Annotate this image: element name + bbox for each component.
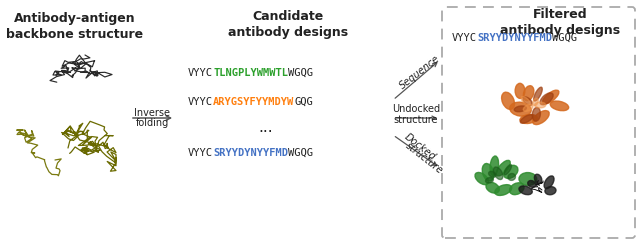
Text: WGQG: WGQG (552, 33, 577, 43)
Text: VYYC: VYYC (188, 97, 213, 107)
Ellipse shape (520, 114, 538, 123)
Text: WGQG: WGQG (288, 148, 313, 158)
Ellipse shape (508, 174, 515, 180)
Ellipse shape (534, 87, 542, 101)
Text: Sequence: Sequence (398, 53, 442, 91)
Ellipse shape (486, 182, 499, 193)
Ellipse shape (545, 187, 556, 195)
Text: Docked: Docked (403, 132, 438, 162)
Ellipse shape (482, 164, 494, 181)
Ellipse shape (533, 98, 538, 106)
Ellipse shape (528, 181, 536, 187)
Text: VYYC: VYYC (188, 148, 213, 158)
Ellipse shape (488, 171, 496, 177)
Ellipse shape (521, 97, 530, 105)
Text: SRYYDYNYYFMD: SRYYDYNYYFMD (213, 148, 288, 158)
Text: folding: folding (136, 118, 168, 128)
Text: VYYC: VYYC (452, 33, 477, 43)
Ellipse shape (543, 90, 559, 104)
Ellipse shape (496, 160, 510, 176)
Text: GQG: GQG (294, 97, 313, 107)
Ellipse shape (534, 102, 546, 108)
Ellipse shape (519, 173, 537, 185)
Text: Candidate
antibody designs: Candidate antibody designs (228, 10, 348, 39)
Text: ARYGSYFYYMDYW: ARYGSYFYYMDYW (213, 97, 294, 107)
Ellipse shape (515, 83, 525, 98)
Ellipse shape (509, 183, 524, 195)
Text: Filtered
antibody designs: Filtered antibody designs (500, 8, 620, 37)
Text: Inverse: Inverse (134, 108, 170, 118)
Ellipse shape (519, 186, 532, 195)
Ellipse shape (544, 176, 554, 189)
Text: ...: ... (258, 121, 273, 136)
Ellipse shape (523, 97, 532, 106)
Ellipse shape (514, 106, 526, 112)
Ellipse shape (486, 177, 493, 183)
Text: Undocked: Undocked (392, 104, 440, 114)
Ellipse shape (524, 86, 534, 101)
Text: WGQG: WGQG (288, 68, 313, 78)
Ellipse shape (502, 92, 515, 109)
Ellipse shape (495, 185, 512, 196)
Text: SRYYDYNYYFMD: SRYYDYNYYFMD (477, 33, 552, 43)
Ellipse shape (475, 173, 488, 185)
Ellipse shape (504, 165, 511, 175)
Ellipse shape (504, 165, 518, 179)
Ellipse shape (509, 102, 531, 116)
Text: TLNGPLYWMWTL: TLNGPLYWMWTL (213, 68, 288, 78)
Ellipse shape (532, 111, 549, 125)
Text: structure: structure (403, 140, 445, 176)
Ellipse shape (524, 105, 533, 111)
Text: Antibody-antigen
backbone structure: Antibody-antigen backbone structure (6, 12, 143, 41)
Ellipse shape (540, 93, 553, 105)
Ellipse shape (490, 156, 499, 175)
Ellipse shape (520, 115, 533, 123)
Text: VYYC: VYYC (188, 68, 213, 78)
Ellipse shape (493, 167, 503, 180)
Ellipse shape (550, 101, 569, 111)
Text: structure: structure (394, 115, 438, 125)
Ellipse shape (534, 174, 542, 184)
Ellipse shape (532, 107, 540, 121)
